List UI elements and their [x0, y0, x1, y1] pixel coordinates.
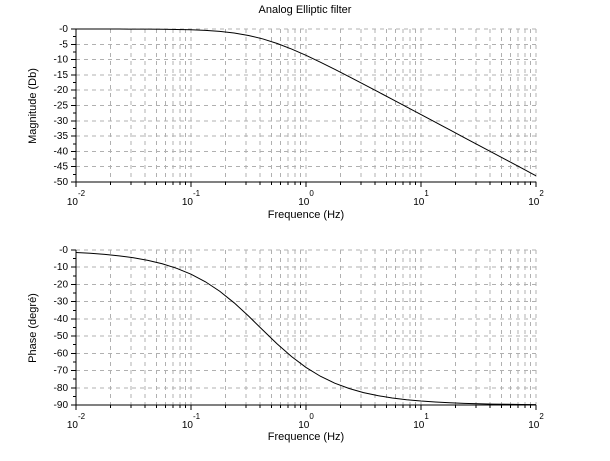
- phase-ytick-label: -50: [54, 331, 69, 342]
- figure-title: Analog Elliptic filter: [258, 4, 352, 16]
- phase-grid: [76, 249, 537, 405]
- magnitude-xtick-label: 101: [413, 189, 429, 208]
- phase-ytick-label: -0: [59, 245, 68, 256]
- phase-ytick-label: -10: [54, 262, 69, 273]
- magnitude-ytick-label: -10: [54, 55, 69, 66]
- magnitude-ytick-label: -40: [54, 146, 69, 157]
- magnitude-ytick-label: -15: [54, 70, 69, 81]
- magnitude-ytick-label: -25: [54, 101, 69, 112]
- phase-y-label: Phase (degré): [27, 293, 39, 363]
- magnitude-axes: [71, 28, 537, 187]
- magnitude-ytick-label: -30: [54, 116, 69, 127]
- phase-ytick-label: -60: [54, 348, 69, 359]
- phase-x-label: Frequence (Hz): [267, 431, 345, 443]
- phase-ytick-label: -80: [54, 383, 69, 394]
- magnitude-ytick-label: -35: [54, 131, 69, 142]
- phase-axes: [71, 249, 537, 410]
- phase-xtick-label: 10-2: [67, 412, 86, 431]
- phase-xtick-label: 101: [413, 412, 429, 431]
- phase-ytick-label: -90: [54, 400, 69, 411]
- magnitude-ytick-label: -0: [59, 24, 68, 35]
- magnitude-ytick-label: -20: [54, 85, 69, 96]
- magnitude-xtick-label: 100: [298, 189, 314, 208]
- phase-xtick-label: 100: [298, 412, 314, 431]
- magnitude-ytick-label: -50: [54, 177, 69, 188]
- magnitude-ytick-label: -5: [59, 39, 68, 50]
- magnitude-ytick-label: -45: [54, 162, 69, 173]
- magnitude-y-label: Magnitude (Db): [27, 68, 39, 144]
- magnitude-curve: [75, 28, 537, 177]
- phase-ytick-label: -20: [54, 279, 69, 290]
- magnitude-xtick-label: 10-2: [67, 189, 86, 208]
- phase-curve: [75, 251, 537, 406]
- phase-ytick-label: -70: [54, 366, 69, 377]
- phase-ytick-label: -40: [54, 314, 69, 325]
- phase-xtick-label: 102: [528, 412, 544, 431]
- phase-xtick-label: 10-1: [182, 412, 201, 431]
- magnitude-xtick-label: 102: [528, 189, 544, 208]
- magnitude-xtick-label: 10-1: [182, 189, 201, 208]
- phase-ytick-label: -30: [54, 297, 69, 308]
- magnitude-grid: [76, 28, 537, 182]
- magnitude-x-label: Frequence (Hz): [267, 209, 345, 221]
